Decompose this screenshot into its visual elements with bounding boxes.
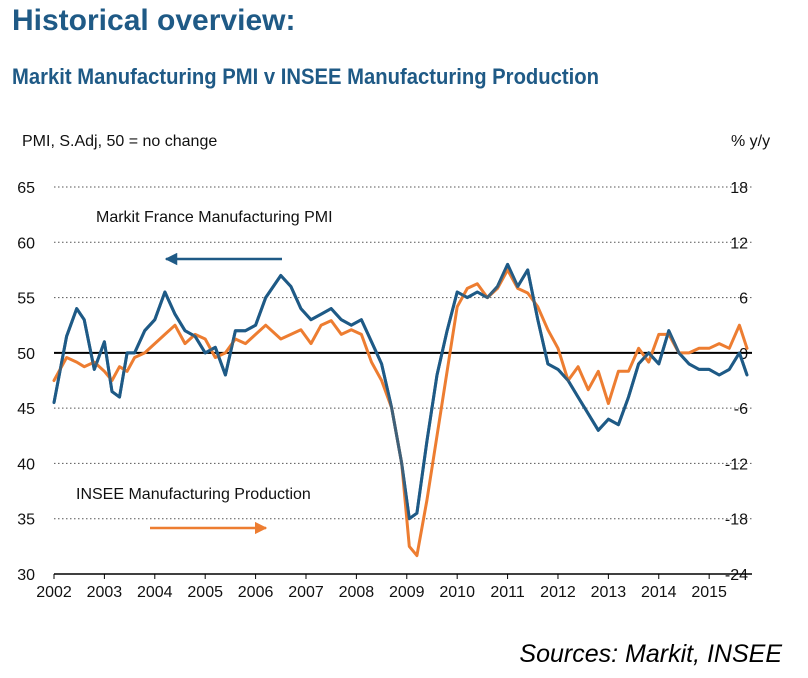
x-tick-label: 2004 bbox=[137, 584, 173, 601]
x-tick-label: 2011 bbox=[490, 584, 525, 601]
y-left-tick-label: 30 bbox=[17, 567, 35, 584]
x-tick-label: 2015 bbox=[691, 584, 727, 601]
y-left-tick-label: 40 bbox=[17, 456, 35, 473]
y-right-tick-label: -18 bbox=[725, 512, 748, 529]
page-title: Historical overview: bbox=[12, 4, 296, 37]
right-axis-label: % y/y bbox=[731, 133, 771, 150]
x-tick-label: 2013 bbox=[591, 584, 627, 601]
annotation-pmi: Markit France Manufacturing PMI bbox=[96, 209, 333, 226]
x-tick-label: 2005 bbox=[187, 584, 223, 601]
x-tick-label: 2002 bbox=[36, 584, 72, 601]
y-left-tick-label: 45 bbox=[17, 401, 35, 418]
annotation-production: INSEE Manufacturing Production bbox=[76, 486, 311, 503]
series-line-pmi bbox=[52, 262, 749, 521]
x-tick-label: 2009 bbox=[389, 584, 425, 601]
x-tick-label: 2006 bbox=[238, 584, 274, 601]
x-tick-label: 2008 bbox=[339, 584, 375, 601]
y-right-tick-label: -24 bbox=[725, 567, 748, 584]
page-subtitle: Markit Manufacturing PMI v INSEE Manufac… bbox=[12, 64, 600, 89]
x-tick-label: 2012 bbox=[540, 584, 576, 601]
y-left-tick-label: 55 bbox=[17, 291, 35, 308]
x-tick-label: 2003 bbox=[87, 584, 123, 601]
y-left-tick-label: 50 bbox=[17, 346, 35, 363]
x-tick-label: 2007 bbox=[288, 584, 324, 601]
y-right-tick-label: -6 bbox=[734, 401, 748, 418]
series-line-pmi-overlay bbox=[52, 262, 749, 521]
x-tick-label: 2010 bbox=[439, 584, 475, 601]
y-left-tick-label: 35 bbox=[17, 512, 35, 529]
y-right-tick-label: 18 bbox=[730, 180, 748, 197]
x-tick-label: 2014 bbox=[641, 584, 677, 601]
y-right-tick-label: -12 bbox=[725, 456, 748, 473]
left-axis-label: PMI, S.Adj, 50 = no change bbox=[22, 133, 218, 150]
source-note: Sources: Markit, INSEE bbox=[519, 640, 782, 668]
y-right-tick-label: 6 bbox=[739, 291, 748, 308]
y-right-tick-label: 12 bbox=[730, 235, 748, 252]
y-left-tick-label: 60 bbox=[17, 235, 35, 252]
y-left-tick-label: 65 bbox=[17, 180, 35, 197]
y-right-tick-label: 0 bbox=[739, 346, 748, 363]
